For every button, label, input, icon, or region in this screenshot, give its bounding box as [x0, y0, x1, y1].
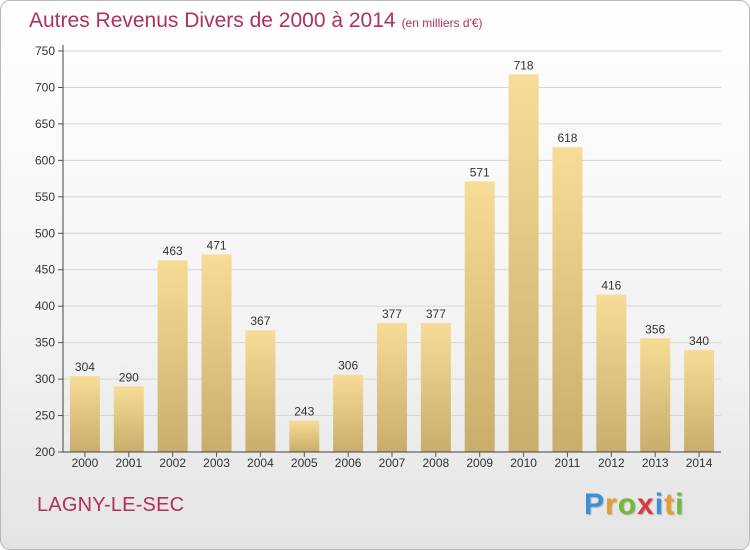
y-tick-label: 700: [35, 80, 55, 94]
x-tick-label-2011: 2011: [555, 456, 581, 470]
bar-2013: [640, 338, 671, 452]
data-label-2007: 377: [382, 307, 402, 321]
x-tick-label-2003: 2003: [203, 456, 230, 470]
x-tick-label-2005: 2005: [291, 456, 318, 470]
x-tick-label-2000: 2000: [72, 456, 99, 470]
bar-2003: [201, 254, 232, 452]
axes: 200 250 300 350 400 450 500 550 600 650 700 750 2000…: [35, 44, 721, 470]
y-tick-label: 650: [35, 117, 55, 131]
logo-letter: i: [654, 488, 665, 521]
logo-letter: r: [605, 488, 618, 521]
bar-2000: [69, 376, 100, 452]
x-tick-label-2004: 2004: [247, 456, 274, 470]
data-label-2002: 463: [163, 244, 183, 258]
data-label-2008: 377: [426, 307, 446, 321]
data-label-2011: 618: [557, 131, 577, 145]
x-tick-label-2009: 2009: [466, 456, 493, 470]
chart-title: Autres Revenus Divers de 2000 à 2014 (en …: [29, 9, 483, 39]
x-tick-label-2013: 2013: [642, 456, 669, 470]
y-tick-label: 750: [35, 44, 55, 58]
data-label-2012: 416: [601, 279, 621, 293]
data-label-2003: 471: [207, 238, 227, 252]
data-label-2005: 243: [294, 405, 314, 419]
bar-2014: [684, 349, 715, 452]
y-tick-label: 450: [35, 263, 55, 277]
logo-letter: t: [664, 488, 676, 521]
y-tick-label: 500: [35, 226, 55, 240]
x-tick-label-2006: 2006: [335, 456, 362, 470]
x-tick-label-2012: 2012: [598, 456, 625, 470]
x-tick-label-2010: 2010: [510, 456, 537, 470]
data-label-2000: 304: [75, 360, 95, 374]
bar-2002: [157, 260, 188, 452]
data-label-2013: 356: [645, 322, 665, 336]
bar-2001: [113, 386, 144, 452]
y-tick-label: 200: [35, 445, 55, 459]
logo-letter: x: [637, 488, 655, 521]
bar-2006: [333, 374, 364, 452]
x-tick-label-2002: 2002: [159, 456, 186, 470]
bar-2012: [596, 294, 627, 452]
logo-letter: P: [584, 488, 606, 521]
bar-2005: [289, 420, 320, 452]
data-label-2006: 306: [338, 359, 358, 373]
data-label-2014: 340: [689, 334, 709, 348]
bar-2008: [420, 322, 451, 452]
x-tick-label-2001: 2001: [115, 456, 142, 470]
proxiti-logo: Proxiti: [584, 488, 684, 522]
y-tick-label: 600: [35, 153, 55, 167]
data-label-2001: 290: [119, 370, 139, 384]
data-label-2009: 571: [470, 166, 490, 180]
y-tick-label: 350: [35, 336, 55, 350]
title-unit: (en milliers d'€): [401, 16, 483, 30]
logo-letter: o: [617, 488, 638, 521]
x-tick-label-2008: 2008: [423, 456, 450, 470]
bar-2011: [552, 147, 583, 453]
x-tick-label-2014: 2014: [686, 456, 713, 470]
x-tick-label-2007: 2007: [379, 456, 406, 470]
y-tick-label: 300: [35, 372, 55, 386]
logo-letter: i: [675, 488, 685, 521]
data-label-2010: 718: [514, 58, 534, 72]
y-tick-label: 550: [35, 190, 55, 204]
title-text: Autres Revenus Divers de 2000 à 2014: [29, 9, 396, 32]
bar-2010: [508, 74, 539, 453]
bar-2004: [245, 330, 276, 452]
y-tick-label: 400: [35, 299, 55, 313]
data-label-2004: 367: [250, 314, 270, 328]
bar-2007: [377, 322, 407, 452]
bars-group: 304 290 463 471 367 243 306 377 377 571 718 618 416 3…: [69, 58, 715, 453]
y-tick-label: 250: [35, 409, 55, 423]
commune-name: LAGNY-LE-SEC: [37, 494, 185, 516]
bar-2009: [464, 181, 495, 453]
